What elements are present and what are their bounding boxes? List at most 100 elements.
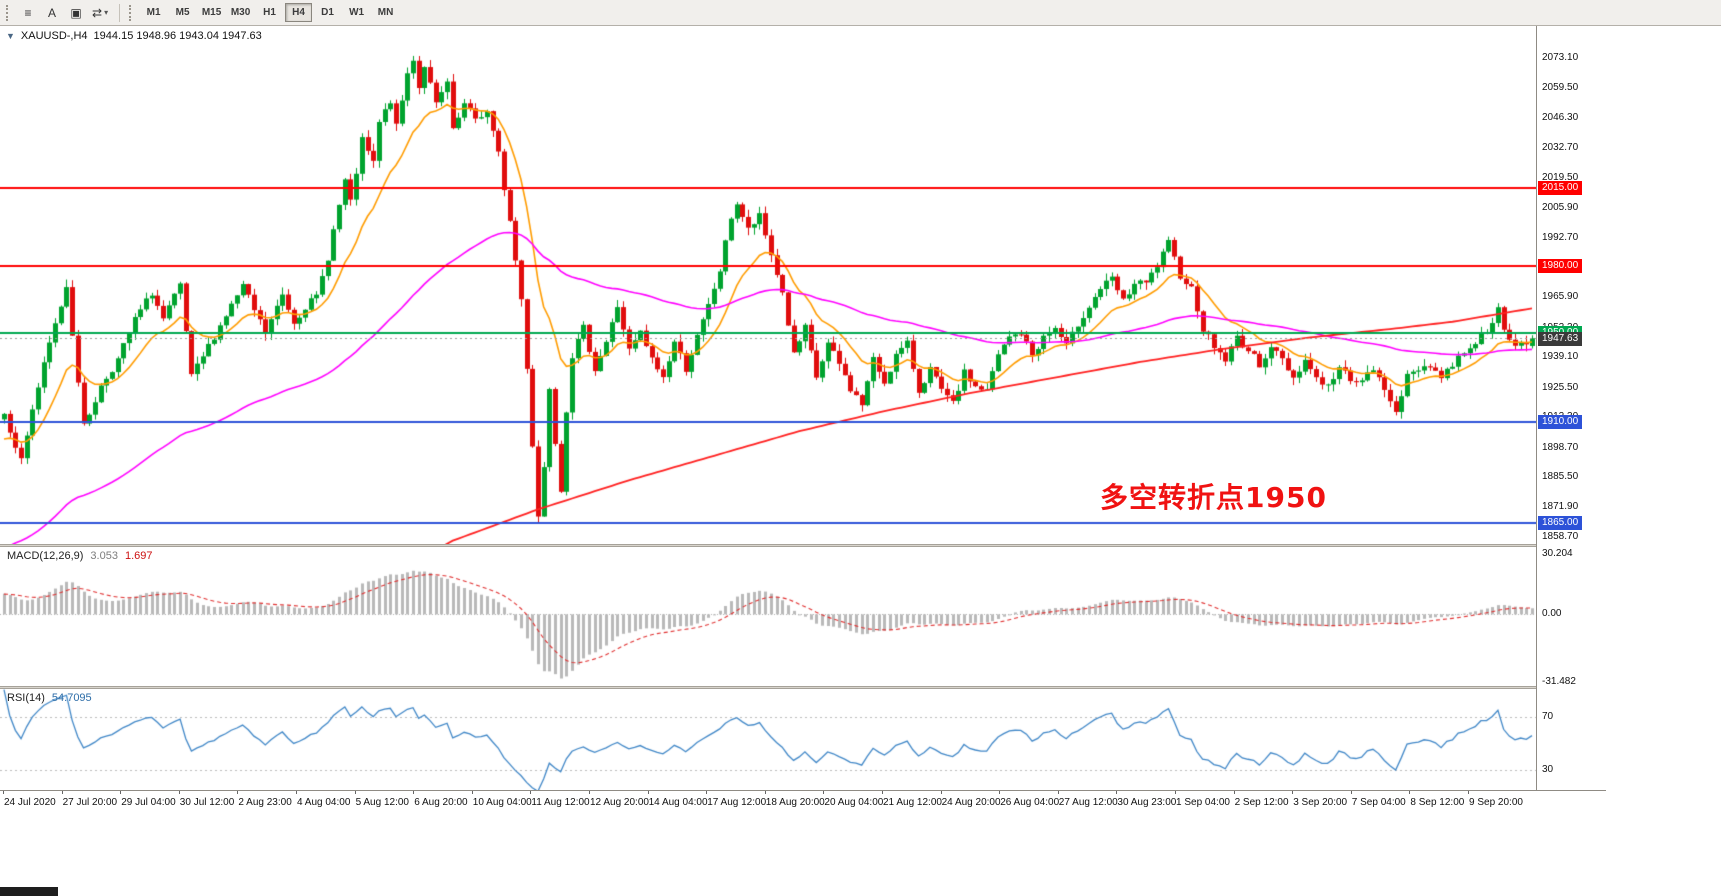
time-axis-tick <box>1057 791 1059 794</box>
price-scale[interactable]: 2073.10 2059.50 2046.30 2032.70 2019.50 2005.… <box>1536 26 1606 790</box>
time-axis-label: 7 Sep 04:00 <box>1351 797 1406 808</box>
price-chart-panel: ▼ XAUUSD-,H4 1944.15 1948.96 1943.04 194… <box>0 26 1536 544</box>
collapse-arrow-icon[interactable]: ▼ <box>6 31 15 41</box>
chart-list-icon[interactable]: ≡ <box>24 5 32 20</box>
time-axis[interactable]: 24 Jul 2020 27 Jul 20:00 29 Jul 04:00 30 Ju… <box>0 790 1606 812</box>
time-axis-label: 29 Jul 04:00 <box>121 797 176 808</box>
toolbar-separator <box>119 3 121 22</box>
timeframe-button-m5[interactable]: M5 <box>175 7 190 18</box>
price-axis-label: 1885.50 <box>1542 470 1579 482</box>
time-axis-tick <box>237 791 239 794</box>
timeframe-button-m15[interactable]: M15 <box>201 7 222 18</box>
time-axis-label: 27 Aug 12:00 <box>1058 797 1118 808</box>
panel-separator[interactable] <box>0 686 1606 689</box>
toolbar-grip[interactable] <box>129 4 133 21</box>
time-axis-label: 24 Jul 2020 <box>4 797 56 808</box>
price-chart-canvas[interactable] <box>0 26 1536 544</box>
macd-canvas[interactable] <box>0 547 1536 686</box>
time-axis-tick <box>1468 791 1469 794</box>
time-axis-tick <box>1116 791 1118 794</box>
timeframe-button-h1[interactable]: H1 <box>263 7 276 18</box>
time-axis-tick <box>999 791 1001 794</box>
chart-ohlc-values: 1944.15 1948.96 1943.04 1947.63 <box>93 30 262 42</box>
time-axis-tick <box>471 791 473 794</box>
time-axis-label: 6 Aug 20:00 <box>414 797 468 808</box>
price-axis-label: 1898.70 <box>1542 441 1579 453</box>
time-axis-tick <box>647 791 649 794</box>
time-axis-tick <box>120 791 122 794</box>
time-axis-tick <box>413 791 415 794</box>
macd-panel: MACD(12,26,9) 3.053 1.697 <box>0 547 1536 686</box>
price-axis-label: 2032.70 <box>1542 142 1579 154</box>
price-axis-label: 1965.90 <box>1542 291 1579 303</box>
time-axis-tick <box>1409 791 1411 794</box>
time-axis-label: 11 Aug 12:00 <box>531 797 590 808</box>
rsi-name: RSI(14) <box>7 692 45 704</box>
price-axis-label: 1871.90 <box>1542 501 1579 513</box>
template-icon[interactable]: ▣ <box>70 5 82 20</box>
macd-axis-label: 30.204 <box>1542 548 1573 559</box>
macd-signal-value: 1.697 <box>124 550 153 562</box>
time-axis-label: 24 Aug 20:00 <box>941 797 1001 808</box>
time-axis-label: 30 Jul 12:00 <box>179 797 235 808</box>
price-axis-label: 2019.50 <box>1542 171 1579 183</box>
time-axis-label: 17 Aug 12:00 <box>707 797 767 808</box>
time-axis-label: 5 Aug 12:00 <box>355 797 409 808</box>
time-axis-tick <box>530 791 532 794</box>
hline-price-tag: 1980.00 <box>1538 258 1583 273</box>
hline-price-tag: 2015.00 <box>1538 180 1583 195</box>
price-axis-label: 2005.90 <box>1542 202 1579 214</box>
time-axis-tick <box>296 791 297 794</box>
indicators-dropdown-icon[interactable]: ⇄ ▾ <box>92 5 109 20</box>
timeframe-button-m1[interactable]: M1 <box>146 7 161 18</box>
time-axis-label: 4 Aug 04:00 <box>297 797 351 808</box>
timeframe-button-h4[interactable]: H4 <box>285 3 313 22</box>
time-axis-tick <box>354 791 356 794</box>
time-axis-label: 18 Aug 20:00 <box>765 797 825 808</box>
timeframe-button-d1[interactable]: D1 <box>321 7 334 18</box>
price-axis-label: 2059.50 <box>1542 82 1579 94</box>
hline-price-tag: 1865.00 <box>1538 515 1583 530</box>
price-axis-label: 1925.50 <box>1542 381 1579 393</box>
time-axis-label: 2 Sep 12:00 <box>1234 797 1289 808</box>
time-axis-label: 2 Aug 23:00 <box>238 797 292 808</box>
price-axis-label: 2073.10 <box>1542 51 1579 63</box>
macd-value: 3.053 <box>90 550 118 562</box>
time-axis-label: 9 Sep 20:00 <box>1469 797 1523 808</box>
panel-separator[interactable] <box>0 544 1606 547</box>
annotation-text: 多空转折点1950 <box>1100 481 1327 514</box>
rsi-panel: RSI(14) 54.7095 <box>0 689 1536 790</box>
current-price-tag: 1947.63 <box>1538 332 1583 347</box>
time-axis-tick <box>823 791 825 794</box>
time-axis-tick <box>1233 791 1235 794</box>
macd-name: MACD(12,26,9) <box>7 550 84 562</box>
time-axis-tick <box>882 791 883 794</box>
time-axis-tick <box>3 791 4 794</box>
time-axis-tick <box>178 791 180 794</box>
time-axis-label: 30 Aug 23:00 <box>1117 797 1177 808</box>
time-axis-tick <box>589 791 590 794</box>
toolbar-grip[interactable] <box>6 4 10 21</box>
time-axis-label: 26 Aug 04:00 <box>1000 797 1060 808</box>
dropdown-caret-icon: ▾ <box>104 8 109 17</box>
timeframe-button-m30[interactable]: M30 <box>230 7 251 18</box>
rsi-canvas[interactable] <box>0 689 1536 790</box>
price-axis-label: 1939.10 <box>1542 351 1579 363</box>
price-axis-label: 1858.70 <box>1542 530 1579 542</box>
chart-title: XAUUSD-,H4 <box>20 30 88 42</box>
rsi-axis-label: 30 <box>1542 764 1554 776</box>
text-label-icon[interactable]: A <box>47 5 56 20</box>
chart-header: ▼ XAUUSD-,H4 1944.15 1948.96 1943.04 194… <box>6 30 262 42</box>
timeframe-button-group: M1 M5 M15 M30 H1 H4 D1 W1 MN <box>139 3 400 22</box>
screen-artifact <box>0 887 58 896</box>
price-axis-label: 2046.30 <box>1542 111 1579 123</box>
timeframe-button-mn[interactable]: MN <box>377 7 394 18</box>
time-axis-tick <box>706 791 708 794</box>
price-axis-label: 1992.70 <box>1542 231 1579 243</box>
time-axis-tick <box>61 791 63 794</box>
time-axis-label: 21 Aug 12:00 <box>883 797 942 808</box>
rsi-axis-label: 70 <box>1542 710 1554 722</box>
timeframe-button-w1[interactable]: W1 <box>349 7 365 18</box>
time-axis-label: 20 Aug 04:00 <box>824 797 884 808</box>
